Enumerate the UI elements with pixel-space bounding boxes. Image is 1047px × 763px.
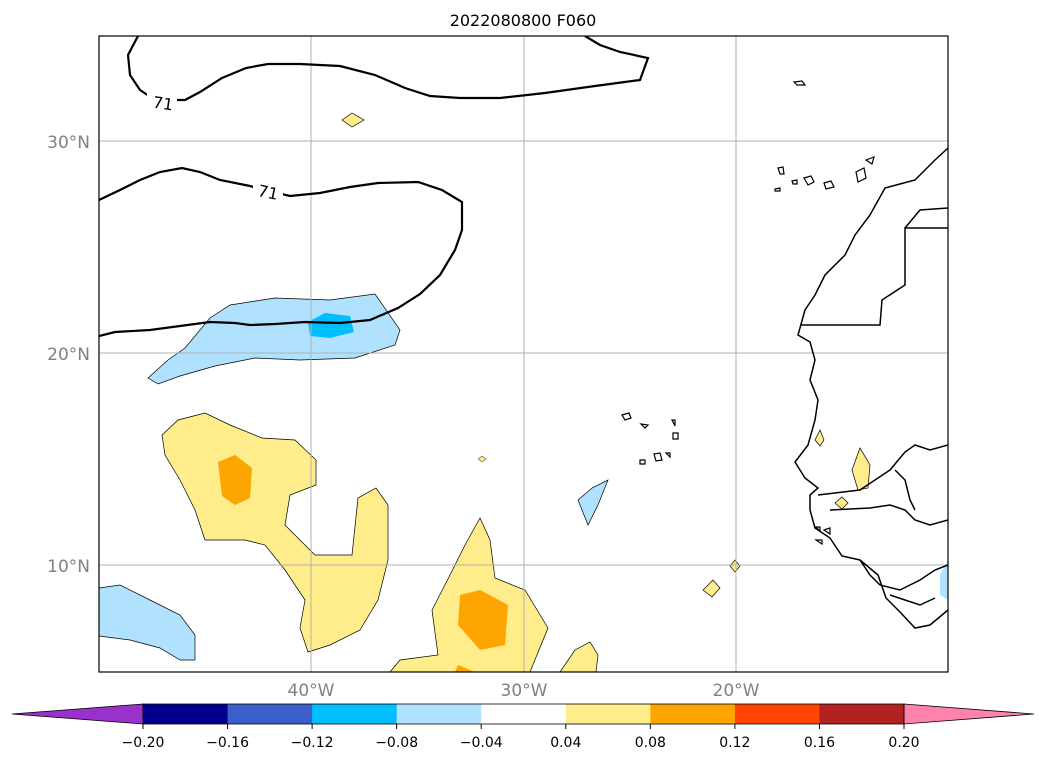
colorbar-tick-label: −0.04 — [460, 735, 503, 751]
pos-anomaly-core-south-edge — [455, 665, 475, 672]
neg-anomaly-patch-east — [577, 479, 609, 526]
contour-labels: 71 71 — [147, 93, 283, 204]
colorbar-segment — [819, 704, 905, 724]
neg-anomaly-patch-coast — [940, 560, 948, 600]
pos-anomaly-core-south — [458, 590, 508, 650]
colorbar-extend-min — [11, 703, 144, 725]
pos-anomaly-region-west — [161, 412, 389, 653]
lat-label-20n: 20°N — [47, 345, 90, 365]
colorbar-tick-label: 0.12 — [719, 735, 750, 751]
colorbar-segment — [227, 704, 313, 724]
colorbar-segment — [481, 704, 567, 724]
pos-anomaly-core-west — [218, 455, 252, 505]
pos-anomaly-patch-small — [477, 455, 487, 463]
colorbar-tick-label: −0.12 — [291, 735, 334, 751]
lat-label-10n: 10°N — [47, 557, 90, 577]
contour-label-north: 71 — [152, 93, 175, 115]
lat-label-30n: 30°N — [47, 133, 90, 153]
pos-anomaly-patch-east-2 — [729, 559, 741, 573]
lon-label-20w: 20°W — [713, 681, 760, 701]
colorbar-segment — [143, 704, 229, 724]
pos-anomaly-patch-africa-2 — [834, 496, 849, 510]
pos-anomaly-patch-north — [341, 112, 365, 128]
lon-label-30w: 30°W — [501, 681, 548, 701]
colorbar-tick-label: −0.08 — [375, 735, 418, 751]
colorbar-tick-label: −0.16 — [206, 735, 249, 751]
colorbar-segment — [312, 704, 398, 724]
colorbar-tick-label: 0.16 — [804, 735, 835, 751]
colorbar-segment — [396, 704, 482, 724]
pos-anomaly-patch-africa-3 — [814, 429, 825, 447]
colorbar-segment — [565, 704, 651, 724]
pos-anomaly-patch-east-1 — [702, 579, 721, 598]
colorbar: −0.20 −0.16 −0.12 −0.08 −0.04 0.04 0.08 0.12 0.1… — [11, 703, 1035, 751]
neg-anomaly-core — [308, 313, 354, 338]
gridlines — [99, 36, 948, 672]
colorbar-tick-label: 0.08 — [635, 735, 666, 751]
pos-anomaly-patch-southeast — [559, 641, 599, 672]
lon-label-40w: 40°W — [288, 681, 335, 701]
contour-label-central: 71 — [256, 181, 280, 204]
pos-anomaly-patch-africa-1 — [851, 447, 871, 491]
colorbar-tick-label: 0.04 — [550, 735, 581, 751]
islands — [621, 80, 875, 546]
colorbar-segment — [734, 704, 820, 724]
map-area — [99, 36, 948, 672]
neg-anomaly-region-southwest — [99, 584, 196, 661]
colorbar-segment — [650, 704, 736, 724]
chart-title: 2022080800 F060 — [450, 11, 597, 30]
coastlines — [794, 147, 948, 629]
colorbar-tick-label: 0.20 — [888, 735, 919, 751]
colorbar-outline — [142, 703, 905, 725]
map-frame — [98, 35, 949, 673]
colorbar-tick-label: −0.20 — [122, 735, 165, 751]
colorbar-extend-max — [903, 703, 1035, 725]
